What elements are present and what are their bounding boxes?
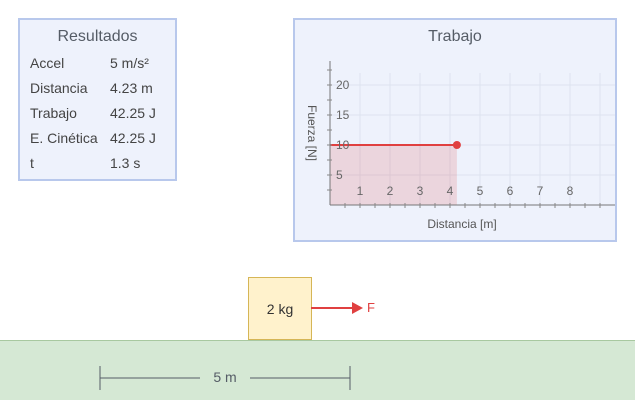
y-tick-label: 10 xyxy=(336,138,350,152)
results-panel: Resultados Accel 5 m/s² Distancia 4.23 m… xyxy=(18,18,177,181)
y-tick-label: 20 xyxy=(336,78,350,92)
result-label: Trabajo xyxy=(30,105,77,121)
result-value: 4.23 m xyxy=(110,80,153,96)
ground xyxy=(0,340,635,400)
x-tick-label: 6 xyxy=(507,184,514,198)
results-title: Resultados xyxy=(57,28,138,45)
x-axis-label: Distancia [m] xyxy=(427,217,496,231)
distance-marker xyxy=(99,366,351,390)
force-arrow xyxy=(311,302,363,314)
distance-label: 5 m xyxy=(213,369,237,385)
block-label: 2 kg xyxy=(266,300,294,317)
result-label: Accel xyxy=(30,55,65,71)
y-axis-label: Fuerza [N] xyxy=(305,105,319,161)
x-tick-label: 1 xyxy=(357,184,364,198)
x-tick-label: 2 xyxy=(387,184,394,198)
force-label: F xyxy=(367,300,375,315)
x-tick-label: 8 xyxy=(567,184,574,198)
x-tick-label: 4 xyxy=(447,184,454,198)
work-chart: 1 2 3 4 5 6 7 8 5 10 15 20 Distancia [m] Fuerza [N] xyxy=(305,61,615,231)
x-tick-label: 5 xyxy=(477,184,484,198)
result-value: 42.25 J xyxy=(110,130,156,146)
result-label: E. Cinética xyxy=(30,130,98,146)
mass-block[interactable]: 2 kg xyxy=(248,277,312,340)
y-tick-label: 5 xyxy=(336,168,343,182)
work-area xyxy=(330,145,457,205)
x-tick-label: 3 xyxy=(417,184,424,198)
result-value: 42.25 J xyxy=(110,105,156,121)
graph-title: Trabajo xyxy=(428,28,482,45)
result-label: Distancia xyxy=(30,80,88,96)
result-value: 5 m/s² xyxy=(110,55,149,71)
force-endpoint xyxy=(452,141,461,149)
result-value: 1.3 s xyxy=(110,155,141,171)
y-tick-label: 15 xyxy=(336,108,350,122)
x-tick-label: 7 xyxy=(537,184,544,198)
work-graph-panel: Trabajo 1 2 3 4 5 6 7 8 5 10 15 20 Distancia [m] Fuer… xyxy=(293,18,617,242)
result-label: t xyxy=(30,155,34,171)
